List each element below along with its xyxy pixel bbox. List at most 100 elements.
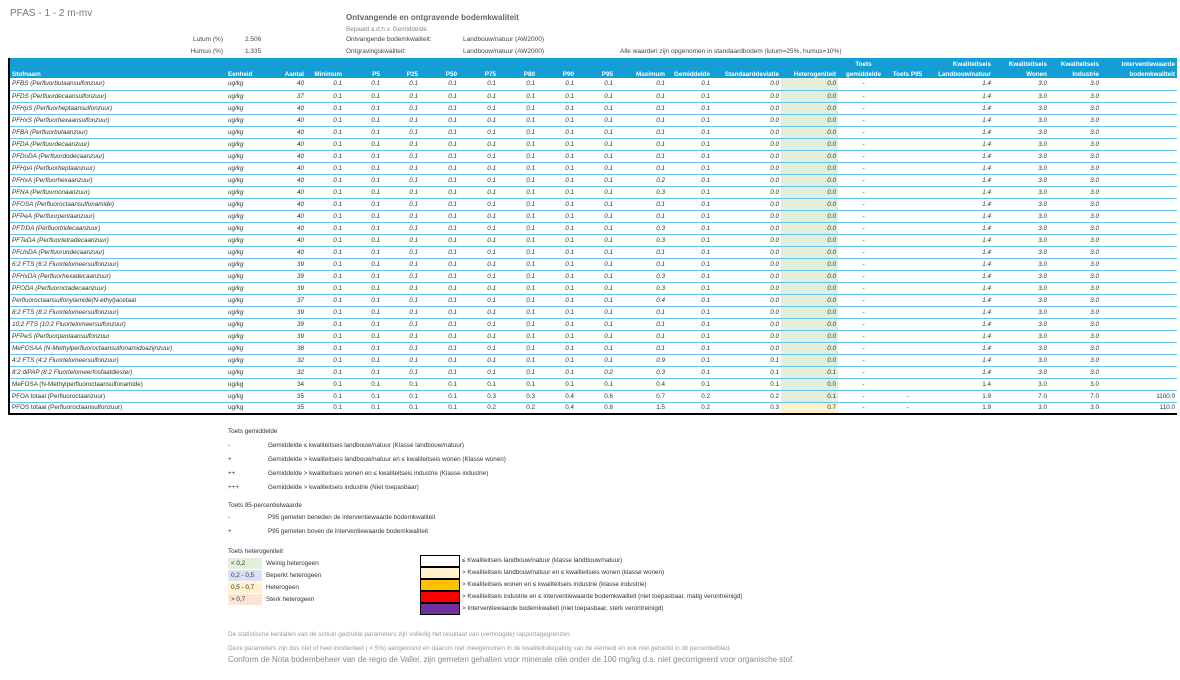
cell-count: 40 <box>266 234 306 247</box>
cell-het: 0.0 <box>781 126 838 139</box>
cell-toets-p95 <box>889 138 926 151</box>
cell-min: 0.1 <box>306 294 344 307</box>
cell-interventie <box>1101 378 1177 391</box>
cell-min: 0.1 <box>306 114 344 127</box>
cell-interventie <box>1101 330 1177 343</box>
table-row: PFOA totaal (Perfluoroctaanzuur) ug/kg 35 0… <box>9 390 1177 403</box>
cell-p95: 0.1 <box>576 186 615 199</box>
cell-kw-industrie: 3.0 <box>1049 210 1101 223</box>
cell-p5: 0.1 <box>344 330 382 343</box>
cell-kw-industrie: 3.0 <box>1049 138 1101 151</box>
cell-unit: ug/kg <box>226 354 266 367</box>
table-row: 10:2 FTS (10:2 Fluortelomeersulfonzuur) u… <box>9 318 1177 331</box>
cell-p50: 0.1 <box>420 402 459 415</box>
cell-kw-landbouw: 1.4 <box>926 318 993 331</box>
cell-toets-gem: - <box>838 186 889 199</box>
cell-name: PFTeDA (Perfluortetradecaanzuur) <box>9 234 226 247</box>
class-description: > Kwaliteitseis industrie en ≤ intervent… <box>462 593 743 600</box>
cell-sd: 0.0 <box>712 210 781 223</box>
cell-kw-landbouw: 1.4 <box>926 186 993 199</box>
cell-kw-wonen: 3.0 <box>993 114 1049 127</box>
table-row: 4:2 FTS (4:2 Fluortelomeersulfonzuur) ug/… <box>9 354 1177 367</box>
cell-p90: 0.1 <box>537 342 576 355</box>
ontgraving-label: Ontgravingskwaliteit: <box>346 48 406 55</box>
cell-mean: 0.2 <box>667 402 712 415</box>
cell-name: PFHxA (Perfluorhexaanzuur) <box>9 174 226 187</box>
cell-toets-p95 <box>889 78 926 91</box>
table-row: PFPeA (Perfluorpentaanzuur) ug/kg 40 0.1 0.1… <box>9 210 1177 223</box>
cell-p5: 0.1 <box>344 198 382 211</box>
cell-kw-landbouw: 1.4 <box>926 246 993 259</box>
table-row: PFBA (Perfluorbutaanzuur) ug/kg 40 0.1 0.1 0.… <box>9 126 1177 139</box>
cell-interventie: 1100.0 <box>1101 390 1177 403</box>
cell-kw-industrie: 3.0 <box>1049 294 1101 307</box>
cell-sd: 0.0 <box>712 150 781 163</box>
cell-p25: 0.1 <box>382 330 420 343</box>
cell-p75: 0.1 <box>459 354 498 367</box>
cell-p90: 0.1 <box>537 126 576 139</box>
cell-mean: 0.1 <box>667 90 712 103</box>
toets-p95-symbol: - <box>228 514 231 521</box>
toets-gem-description: Gemiddelde > kwaliteitseis wonen en ≤ kw… <box>268 470 489 477</box>
cell-sd: 0.0 <box>712 198 781 211</box>
cell-p90: 0.1 <box>537 102 576 115</box>
cell-p50: 0.1 <box>420 306 459 319</box>
cell-interventie <box>1101 102 1177 115</box>
cell-p25: 0.1 <box>382 354 420 367</box>
table-row: PFUnDA (Perfluorundecaanzuur) ug/kg 40 0.1 0… <box>9 246 1177 259</box>
cell-p80: 0.1 <box>498 114 537 127</box>
cell-sd: 0.2 <box>712 390 781 403</box>
lutum-value: 2.506 <box>245 36 262 43</box>
cell-p50: 0.1 <box>420 198 459 211</box>
cell-p5: 0.1 <box>344 114 382 127</box>
cell-kw-industrie: 3.0 <box>1049 102 1101 115</box>
cell-p75: 0.1 <box>459 126 498 139</box>
cell-toets-gem: - <box>838 306 889 319</box>
cell-p5: 0.1 <box>344 270 382 283</box>
footer-note-1: De statistische kentallen van de schuin … <box>228 631 572 638</box>
cell-kw-landbouw: 1.4 <box>926 354 993 367</box>
cell-p5: 0.1 <box>344 138 382 151</box>
cell-count: 40 <box>266 198 306 211</box>
cell-kw-industrie: 3.0 <box>1049 258 1101 271</box>
cell-p90: 0.1 <box>537 210 576 223</box>
cell-p95: 0.1 <box>576 174 615 187</box>
cell-p50: 0.1 <box>420 354 459 367</box>
cell-p75: 0.1 <box>459 270 498 283</box>
cell-p50: 0.1 <box>420 366 459 379</box>
col-kwi-2: Industrie <box>1072 71 1099 78</box>
cell-p80: 0.1 <box>498 270 537 283</box>
cell-toets-p95 <box>889 162 926 175</box>
cell-p25: 0.1 <box>382 186 420 199</box>
het-title: Toets heterogeniteit <box>228 548 283 555</box>
cell-p95: 0.1 <box>576 198 615 211</box>
cell-p80: 0.1 <box>498 222 537 235</box>
cell-p25: 0.1 <box>382 294 420 307</box>
cell-kw-landbouw: 1.4 <box>926 378 993 391</box>
cell-count: 37 <box>266 294 306 307</box>
cell-p5: 0.1 <box>344 318 382 331</box>
cell-kw-landbouw: 1.4 <box>926 162 993 175</box>
cell-toets-gem: - <box>838 78 889 91</box>
cell-kw-wonen: 3.0 <box>993 162 1049 175</box>
cell-kw-industrie: 3.0 <box>1049 162 1101 175</box>
cell-kw-landbouw: 1.4 <box>926 114 993 127</box>
toets-gem-description: Gemiddelde > kwaliteitseis landbouw/natu… <box>268 456 506 463</box>
cell-min: 0.1 <box>306 222 344 235</box>
cell-het: 0.0 <box>781 246 838 259</box>
cell-p80: 0.1 <box>498 186 537 199</box>
table-row: PFDoDA (Perfluordodecaanzuur) ug/kg 40 0.1 0… <box>9 150 1177 163</box>
cell-interventie <box>1101 126 1177 139</box>
cell-count: 40 <box>266 246 306 259</box>
cell-p25: 0.1 <box>382 174 420 187</box>
cell-p90: 0.1 <box>537 258 576 271</box>
cell-kw-landbouw: 1.4 <box>926 366 993 379</box>
cell-toets-gem: - <box>838 354 889 367</box>
cell-p75: 0.1 <box>459 306 498 319</box>
toets-gem-symbol: + <box>228 456 232 463</box>
cell-sd: 0.1 <box>712 366 781 379</box>
cell-sd: 0.0 <box>712 138 781 151</box>
cell-name: PFOA totaal (Perfluoroctaanzuur) <box>9 390 226 403</box>
cell-het: 0.0 <box>781 186 838 199</box>
cell-p75: 0.1 <box>459 330 498 343</box>
